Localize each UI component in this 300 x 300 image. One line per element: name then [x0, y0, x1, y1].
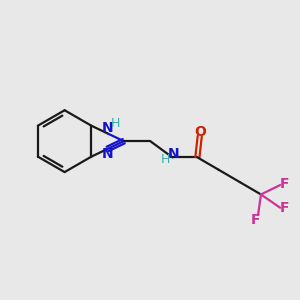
Text: N: N	[102, 121, 113, 135]
Text: N: N	[102, 147, 113, 161]
Text: O: O	[194, 125, 206, 139]
Text: N: N	[167, 147, 179, 161]
Text: H: H	[110, 117, 120, 130]
Text: F: F	[280, 201, 289, 215]
Text: H: H	[161, 153, 171, 166]
Text: F: F	[280, 177, 289, 190]
Text: F: F	[250, 213, 260, 227]
